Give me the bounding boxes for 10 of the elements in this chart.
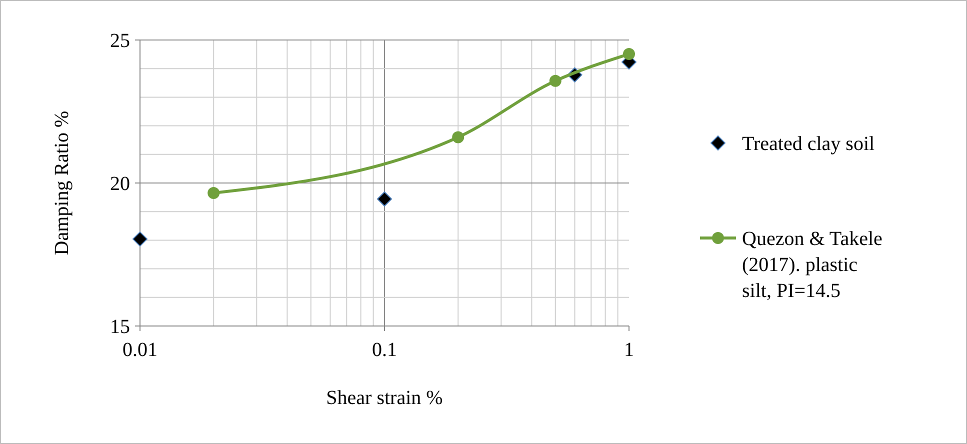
x-tick-label: 1	[624, 339, 634, 361]
x-tick-label: 0.01	[122, 339, 158, 361]
y-axis-title: Damping Ratio %	[51, 110, 73, 256]
y-tick-label: 25	[110, 30, 130, 52]
legend-label: Treated clay soil	[742, 133, 876, 155]
x-tick-label: 0.1	[372, 339, 397, 361]
y-tick-label: 20	[110, 173, 130, 195]
y-tick-label: 15	[110, 316, 130, 338]
x-axis-title: Shear strain %	[326, 387, 443, 409]
legend-label: Quezon & Takele (2017). plastic silt, PI=14.5	[742, 228, 883, 302]
